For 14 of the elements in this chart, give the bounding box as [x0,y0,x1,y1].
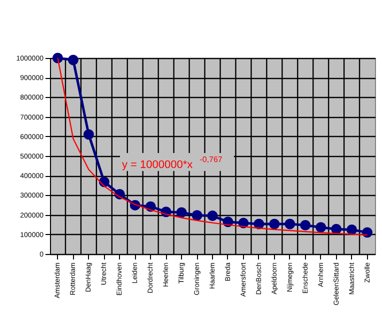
annotation: y = 1000000*x-0,767 [122,155,223,171]
point [207,210,218,222]
point [192,210,202,221]
point [362,227,373,238]
point [269,218,280,230]
point [331,224,342,234]
point [176,207,187,218]
point [316,222,326,233]
point [300,220,311,230]
point [284,218,296,230]
point [346,224,358,235]
point [83,129,94,140]
point [52,52,63,64]
point [68,54,78,66]
